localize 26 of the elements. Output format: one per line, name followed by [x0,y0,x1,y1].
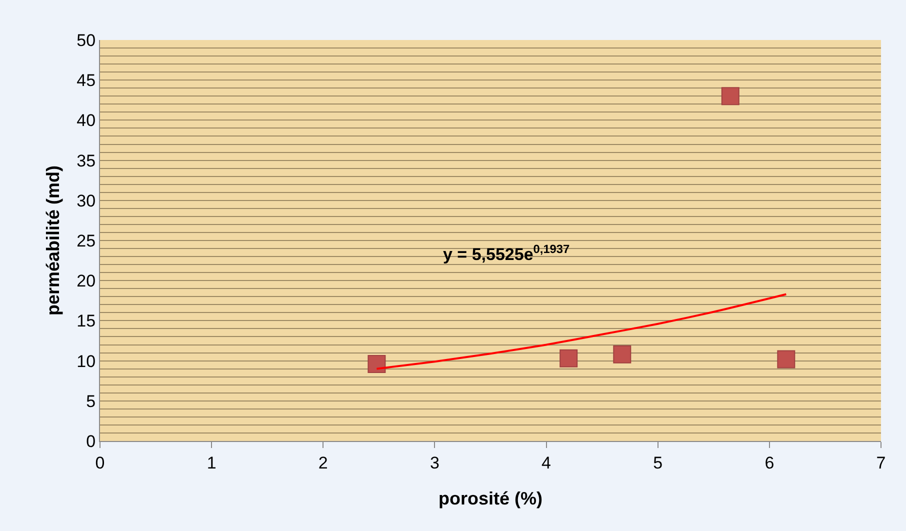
y-tick-label: 35 [76,151,96,170]
x-tick-label: 6 [764,453,774,472]
x-tick-label: 5 [653,453,663,472]
y-tick-label: 25 [76,231,96,250]
y-axis-title: perméabilité (md) [42,165,63,316]
x-tick-label: 4 [542,453,552,472]
y-tick-label: 15 [76,312,96,331]
y-tick-label: 0 [86,432,96,451]
y-tick-label: 40 [76,111,96,130]
y-tick-label: 5 [86,392,96,411]
y-tick-label: 30 [76,191,96,210]
point [368,355,386,374]
x-tick-label: 7 [876,453,886,472]
x-axis-title: porosité (%) [438,488,543,508]
point [777,350,796,368]
y-tick-label: 45 [76,71,96,90]
y-tick-label: 50 [76,30,96,50]
x-tick-label: 3 [430,453,440,472]
y-tick-label: 20 [76,272,96,291]
x-tick-label: 2 [318,453,328,472]
point [721,87,740,106]
annotation: y = 5,5525e$^{0,1937}$ [443,242,570,264]
y-tick-label: 10 [76,352,96,371]
x-tick-label: 1 [206,453,216,472]
point [560,349,578,368]
point [613,345,632,364]
